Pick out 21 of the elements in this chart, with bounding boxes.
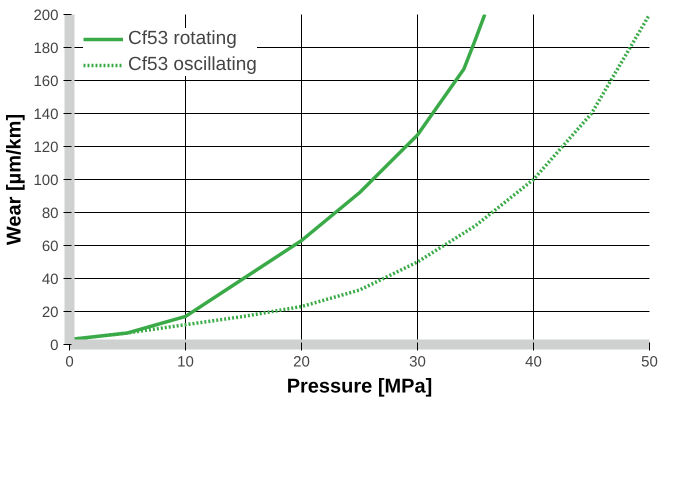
y-tick-label: 200 xyxy=(33,7,59,24)
x-axis-title: Pressure [MPa] xyxy=(286,376,432,398)
y-tick-label: 140 xyxy=(33,106,59,123)
y-tick-label: 0 xyxy=(50,337,58,354)
legend-label: Cf53 rotating xyxy=(128,28,237,50)
y-tick-label: 20 xyxy=(42,304,59,321)
y-tick-label: 160 xyxy=(33,73,59,90)
y-tick-label: 40 xyxy=(42,271,59,288)
x-tick-label: 0 xyxy=(65,354,74,370)
x-tick-label: 20 xyxy=(293,354,310,370)
y-axis-title: Wear [µm/km] xyxy=(3,114,26,246)
y-tick-label: 60 xyxy=(42,238,59,255)
x-tick-label: 50 xyxy=(641,354,658,370)
x-tick-label: 30 xyxy=(409,354,426,370)
y-tick-label: 100 xyxy=(33,172,59,189)
x-tick-label: 40 xyxy=(525,354,542,370)
y-tick-label: 80 xyxy=(42,205,59,222)
y-tick-label: 180 xyxy=(33,40,59,57)
x-tick-label: 10 xyxy=(177,354,194,370)
y-tick-label: 120 xyxy=(33,139,59,156)
legend-label: Cf53 oscillating xyxy=(128,54,257,76)
